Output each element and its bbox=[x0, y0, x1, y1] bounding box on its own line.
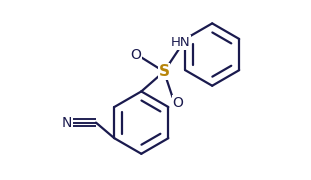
Text: O: O bbox=[173, 96, 183, 110]
Text: S: S bbox=[159, 64, 169, 79]
Text: N: N bbox=[62, 116, 72, 130]
Text: O: O bbox=[130, 48, 141, 62]
Text: HN: HN bbox=[171, 36, 191, 49]
